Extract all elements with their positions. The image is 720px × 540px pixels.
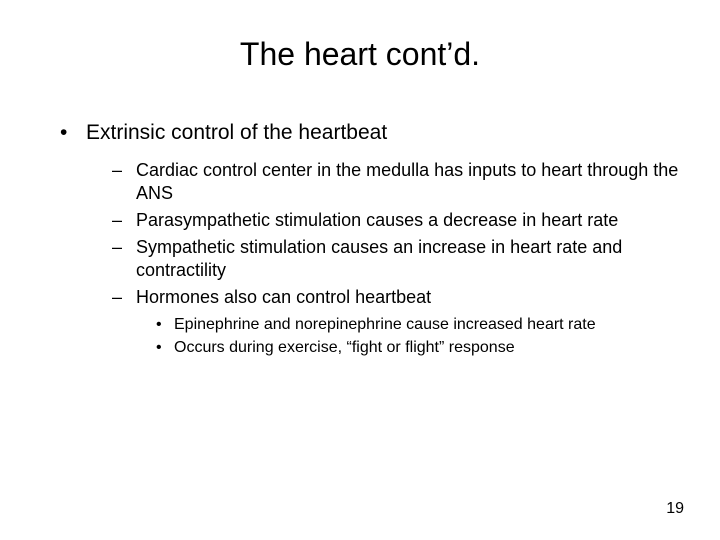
bullet-text-l2: Sympathetic stimulation causes an increa… <box>136 237 622 280</box>
bullet-text-l3: Epinephrine and norepinephrine cause inc… <box>174 316 596 333</box>
bullet-list-level1: Extrinsic control of the heartbeat Cardi… <box>40 121 680 359</box>
slide: The heart cont’d. Extrinsic control of t… <box>0 0 720 540</box>
bullet-text-l2: Hormones also can control heartbeat <box>136 287 431 307</box>
bullet-text-l1: Extrinsic control of the heartbeat <box>86 121 387 144</box>
slide-title: The heart cont’d. <box>40 36 680 73</box>
list-item: Hormones also can control heartbeat Epin… <box>112 286 680 359</box>
list-item: Parasympathetic stimulation causes a dec… <box>112 209 680 232</box>
bullet-text-l2: Parasympathetic stimulation causes a dec… <box>136 210 618 230</box>
list-item: Sympathetic stimulation causes an increa… <box>112 236 680 282</box>
list-item: Occurs during exercise, “fight or flight… <box>156 338 680 359</box>
list-item: Extrinsic control of the heartbeat Cardi… <box>60 121 680 359</box>
bullet-text-l2: Cardiac control center in the medulla ha… <box>136 160 678 203</box>
bullet-list-level3: Epinephrine and norepinephrine cause inc… <box>136 315 680 359</box>
bullet-list-level2: Cardiac control center in the medulla ha… <box>86 159 680 359</box>
list-item: Epinephrine and norepinephrine cause inc… <box>156 315 680 336</box>
page-number: 19 <box>666 500 684 518</box>
bullet-text-l3: Occurs during exercise, “fight or flight… <box>174 339 515 356</box>
list-item: Cardiac control center in the medulla ha… <box>112 159 680 205</box>
